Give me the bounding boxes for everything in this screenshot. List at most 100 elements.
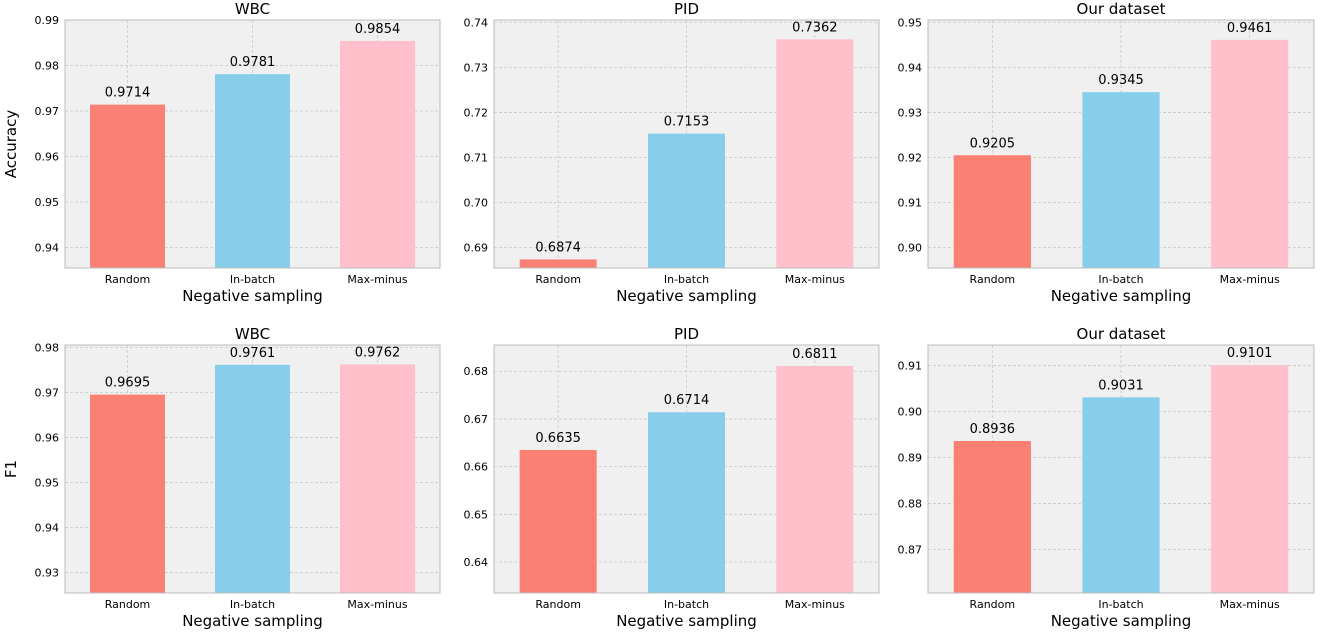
bar-value-label: 0.9854 [355, 22, 401, 37]
y-tick-label: 0.90 [898, 406, 923, 419]
y-tick-label: 0.97 [35, 105, 60, 118]
chart-title: WBC [235, 0, 270, 18]
bar-max-minus[interactable] [1211, 365, 1289, 593]
y-tick-label: 0.97 [35, 386, 60, 399]
bar-max-minus[interactable] [340, 364, 415, 593]
chart-panel-2: 0.6874 0.7153 0.7362 0.69 0.70 0.71 0.72 0.73 0.… [464, 0, 880, 305]
bar-in-batch[interactable] [1082, 397, 1160, 593]
y-tick-label: 0.91 [898, 360, 923, 373]
axes-frame [64, 344, 441, 594]
y-tick-label: 0.65 [464, 508, 489, 521]
x-tick-label: Max-minus [347, 598, 407, 611]
bar-value-label: 0.9714 [105, 86, 151, 101]
y-tick-label: 0.88 [898, 497, 923, 510]
bar-value-label: 0.9695 [105, 376, 151, 391]
chart-panel-1: 0.9714 0.9781 0.9854 0.94 0.95 0.96 0.97 0.98 0.… [2, 0, 441, 305]
x-tick-label: Max-minus [347, 273, 407, 286]
x-tick-label: In-batch [664, 273, 709, 286]
bar-value-label: 0.9762 [355, 345, 401, 360]
bar-value-label: 0.8936 [970, 422, 1016, 437]
y-tick-label: 0.94 [898, 61, 923, 74]
bar-max-minus[interactable] [1211, 39, 1289, 269]
bar-value-label: 0.6714 [664, 393, 710, 408]
chart-title: PID [674, 325, 699, 343]
axes-frame [927, 344, 1315, 594]
x-tick-label: Max-minus [1220, 273, 1280, 286]
x-tick-label: Random [535, 273, 581, 286]
y-tick-label: 0.64 [464, 556, 489, 569]
axes-frame [927, 19, 1315, 269]
x-tick-label: Max-minus [1220, 598, 1280, 611]
y-tick-label: 0.99 [35, 14, 60, 27]
y-tick-label: 0.89 [898, 452, 923, 465]
bar-random[interactable] [953, 440, 1031, 593]
bar-value-label: 0.9345 [1098, 73, 1144, 88]
y-tick-label: 0.94 [35, 522, 60, 535]
x-tick-label: Random [105, 273, 151, 286]
bar-random[interactable] [519, 449, 597, 593]
bar-max-minus[interactable] [776, 39, 854, 268]
y-tick-label: 0.90 [898, 242, 923, 255]
bar-value-label: 0.7362 [792, 20, 838, 35]
x-tick-label: Random [105, 598, 151, 611]
y-tick-label: 0.68 [464, 365, 489, 378]
bar-value-label: 0.9101 [1227, 346, 1273, 361]
bar-random[interactable] [90, 104, 165, 268]
y-tick-label: 0.66 [464, 461, 489, 474]
bar-value-label: 0.9781 [230, 55, 276, 70]
axes-frame [493, 344, 880, 594]
bar-value-label: 0.9761 [230, 346, 276, 361]
bar-value-label: 0.9205 [970, 136, 1016, 151]
bar-value-label: 0.9461 [1227, 21, 1273, 36]
y-tick-label: 0.91 [898, 197, 923, 210]
chart-panel-4: 0.9695 0.9761 0.9762 0.93 0.94 0.95 0.96 0.97 0.… [2, 325, 441, 630]
y-tick-label: 0.67 [464, 413, 489, 426]
bar-in-batch[interactable] [215, 364, 290, 593]
x-axis-label: Negative sampling [616, 287, 757, 305]
chart-panel-6: 0.8936 0.9031 0.9101 0.87 0.88 0.89 0.90 0.91 Ra… [898, 325, 1315, 630]
x-tick-label: In-batch [230, 598, 275, 611]
chart-title: WBC [235, 325, 270, 343]
bar-value-label: 0.9031 [1098, 378, 1144, 393]
y-tick-label: 0.72 [464, 106, 489, 119]
bar-in-batch[interactable] [1082, 92, 1160, 269]
x-axis-label: Negative sampling [616, 612, 757, 630]
bar-random[interactable] [90, 394, 165, 593]
x-tick-label: In-batch [1098, 598, 1143, 611]
x-axis-label: Negative sampling [1051, 287, 1192, 305]
y-tick-label: 0.70 [464, 197, 489, 210]
x-tick-label: In-batch [1098, 273, 1143, 286]
y-tick-label: 0.95 [35, 196, 60, 209]
bar-random[interactable] [519, 259, 597, 268]
y-tick-label: 0.69 [464, 242, 489, 255]
x-axis-label: Negative sampling [182, 287, 323, 305]
x-tick-label: Max-minus [785, 273, 845, 286]
y-tick-label: 0.92 [898, 152, 923, 165]
bar-in-batch[interactable] [215, 74, 290, 269]
y-tick-label: 0.96 [35, 431, 60, 444]
bar-random[interactable] [953, 155, 1031, 268]
bar-value-label: 0.7153 [664, 115, 710, 130]
axes-frame [64, 19, 441, 269]
y-axis-label: F1 [2, 460, 20, 478]
bar-max-minus[interactable] [776, 365, 854, 593]
y-tick-label: 0.95 [898, 16, 923, 29]
bar-in-batch[interactable] [648, 412, 725, 593]
bar-max-minus[interactable] [340, 40, 415, 268]
y-axis-label: Accuracy [2, 110, 20, 179]
chart-panel-3: 0.9205 0.9345 0.9461 0.90 0.91 0.92 0.93 0.94 0.… [898, 0, 1315, 305]
x-tick-label: In-batch [230, 273, 275, 286]
chart-title: Our dataset [1077, 325, 1166, 343]
x-tick-label: Random [535, 598, 581, 611]
x-tick-label: Random [970, 598, 1016, 611]
x-tick-label: Max-minus [785, 598, 845, 611]
bar-in-batch[interactable] [648, 133, 725, 268]
x-tick-label: Random [970, 273, 1016, 286]
y-tick-label: 0.73 [464, 61, 489, 74]
chart-title: PID [674, 0, 699, 18]
bar-value-label: 0.6874 [535, 240, 581, 255]
y-tick-label: 0.98 [35, 60, 60, 73]
x-axis-label: Negative sampling [1051, 612, 1192, 630]
bar-value-label: 0.6635 [535, 431, 581, 446]
